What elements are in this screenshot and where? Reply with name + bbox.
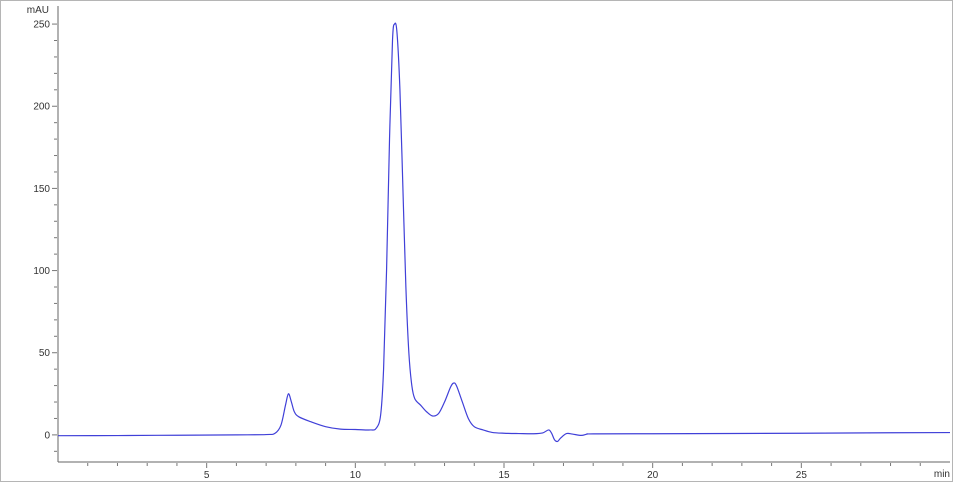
y-tick-label: 0 (44, 430, 50, 441)
x-tick-label: 15 (498, 470, 510, 481)
series-trace (57, 22, 951, 443)
y-tick-label: 100 (33, 266, 50, 277)
x-tick-label: 25 (796, 470, 808, 481)
x-unit-label: min (934, 469, 950, 480)
y-unit-label: mAU (27, 5, 49, 16)
x-tick-label: 10 (350, 470, 362, 481)
plot-area (58, 6, 950, 462)
y-tick-label: 150 (33, 184, 50, 195)
y-tick-label: 200 (33, 102, 50, 113)
x-tick-label: 20 (647, 470, 659, 481)
x-tick-label: 5 (204, 470, 210, 481)
y-tick-label: 250 (33, 20, 50, 31)
y-tick-label: 50 (39, 348, 51, 359)
